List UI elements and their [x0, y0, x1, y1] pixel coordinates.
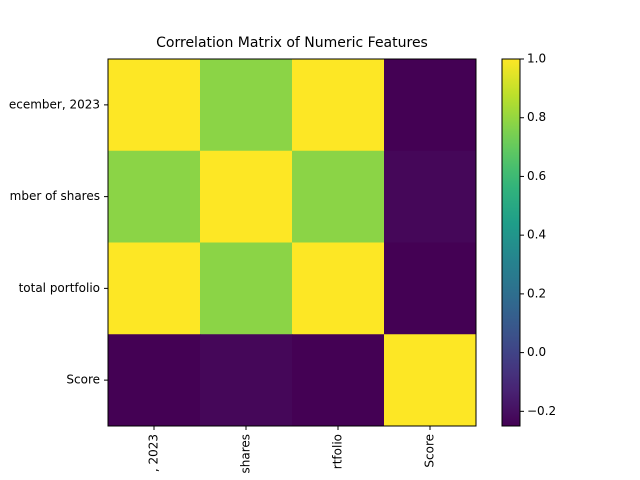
colorbar-tick-label: 1.0	[527, 52, 546, 66]
colorbar-tick-label: 0.2	[527, 286, 546, 300]
x-tick-label: shares	[239, 434, 253, 474]
y-tick-label: ecember, 2023	[9, 97, 100, 111]
heatmap-cell	[200, 334, 293, 427]
colorbar-tick-label: 0.6	[527, 169, 546, 183]
colorbar-tick-label: 0.8	[527, 110, 546, 124]
colorbar-tick-label: −0.2	[527, 404, 556, 418]
y-tick-label: mber of shares	[10, 189, 100, 203]
heatmap-cell	[384, 334, 477, 427]
x-tick-label: , 2023	[147, 434, 161, 472]
heatmap-cell	[384, 59, 477, 152]
y-tick-label: Score	[66, 373, 100, 387]
heatmap-cell	[292, 59, 385, 152]
x-tick-label: Score	[423, 434, 437, 468]
chart-title: Correlation Matrix of Numeric Features	[156, 35, 428, 51]
heatmap-cell	[292, 334, 385, 427]
heatmap-cell	[200, 242, 293, 335]
heatmap-cell	[108, 59, 201, 152]
heatmap-cell	[200, 150, 293, 243]
heatmap-cell	[108, 150, 201, 243]
heatmap-cell	[200, 59, 293, 152]
heatmap-cell	[292, 242, 385, 335]
y-tick-label: total portfolio	[19, 281, 100, 295]
heatmap-cell	[384, 150, 477, 243]
x-tick-label: rtfolio	[331, 434, 345, 469]
colorbar-tick-label: 0.4	[527, 228, 546, 242]
colorbar-tick-label: 0.0	[527, 345, 546, 359]
heatmap-cell	[384, 242, 477, 335]
plot-frame	[107, 58, 477, 427]
heatmap-cell	[108, 242, 201, 335]
heatmap-cell	[108, 334, 201, 427]
heatmap-cell	[292, 150, 385, 243]
colorbar	[501, 58, 521, 427]
